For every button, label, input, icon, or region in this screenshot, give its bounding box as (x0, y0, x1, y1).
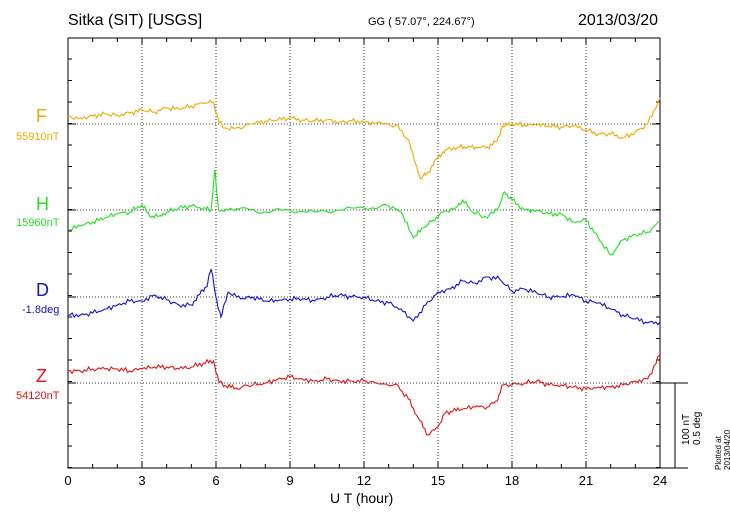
baseline-z: 54120nT (16, 390, 60, 402)
x-axis-label: U T (hour) (330, 490, 394, 506)
baseline-h: 15960nT (16, 217, 60, 229)
series-line-z (67, 354, 661, 436)
x-tick-label: 15 (431, 473, 445, 488)
scale-label-nt: 100 nT (681, 413, 692, 445)
baseline-f: 55910nT (16, 131, 60, 143)
series-line-h (67, 169, 661, 256)
scale-label-deg: 0.5 deg (692, 411, 703, 445)
plotted-timestamp: Plotted at 2013/04/20 01:29 UT (714, 429, 730, 470)
component-label-d: D (36, 280, 49, 300)
series-line-f (67, 97, 661, 180)
x-tick-label: 24 (653, 473, 667, 488)
component-label-z: Z (36, 366, 47, 386)
series-line-d (67, 268, 661, 326)
plot-frame (67, 37, 661, 469)
component-label-f: F (36, 106, 47, 126)
x-tick-label: 21 (579, 473, 593, 488)
x-tick-label: 6 (212, 473, 219, 488)
chart-date: 2013/03/20 (578, 12, 659, 29)
x-tick-label: 0 (64, 473, 71, 488)
x-tick-label: 3 (138, 473, 145, 488)
baseline-d: -1.8deg (22, 304, 60, 316)
x-tick-label: 9 (286, 473, 293, 488)
geographic-coords: GG ( 57.07°, 224.67°) (368, 16, 475, 28)
x-tick-label: 12 (357, 473, 371, 488)
component-label-h: H (36, 194, 49, 214)
x-tick-label: 18 (505, 473, 519, 488)
station-title: Sitka (SIT) [USGS] (68, 12, 203, 29)
